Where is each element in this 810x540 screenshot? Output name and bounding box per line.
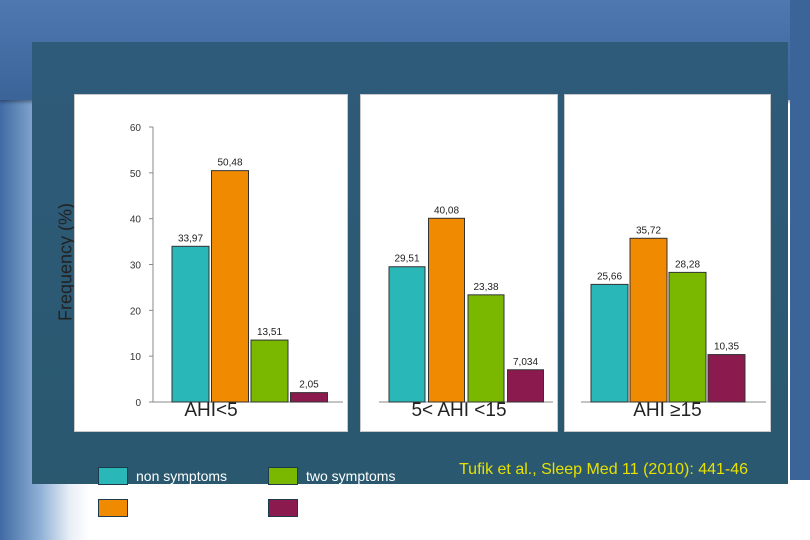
legend-item-one-symptom: one symptom xyxy=(98,498,220,518)
legend-label: two symptoms xyxy=(306,468,396,484)
data-label: 35,72 xyxy=(636,225,661,236)
chart-left-xlabel: AHI<5 xyxy=(184,400,238,421)
legend-swatch-three-symptoms xyxy=(268,499,298,517)
bar-one-symptom xyxy=(428,217,465,403)
chart-middle-xlabel: 5< AHI <15 xyxy=(411,400,507,421)
data-label: 29,51 xyxy=(394,254,419,265)
legend-label: one symptom xyxy=(136,500,221,516)
data-label: 23,38 xyxy=(473,282,498,293)
chart-left-svg: 0 10 20 30 40 50 60 33,97 50,48 13,51 2,05 xyxy=(130,123,343,409)
legend-swatch-one-symptom xyxy=(98,499,128,517)
bar-three-symptoms xyxy=(290,392,328,403)
bar-non-symptoms xyxy=(171,245,210,403)
y-tick-label: 0 xyxy=(135,398,141,409)
data-label: 33,97 xyxy=(178,233,203,244)
bar-two-symptoms xyxy=(668,271,707,403)
data-label: 25,66 xyxy=(597,271,622,282)
data-label: 28,28 xyxy=(675,259,700,270)
legend-item-two-symptoms: two symptoms xyxy=(268,466,395,486)
legend-label: non symptoms xyxy=(136,468,228,484)
chart-middle-svg: 29,51 40,08 23,38 7,034 xyxy=(379,205,553,403)
data-label: 10,35 xyxy=(714,342,739,353)
citation: Tufik et al., Sleep Med 11 (2010): 441-4… xyxy=(459,461,749,478)
data-label: 7,034 xyxy=(513,357,538,368)
bar-three-symptoms xyxy=(507,369,544,403)
chart-ahi-15-plus: 25,66 35,72 28,28 10,35 AHI ≥15 xyxy=(564,94,771,432)
data-label: 50,48 xyxy=(217,158,242,169)
data-label: 2,05 xyxy=(299,380,319,391)
chart-ahi-5-to-15: 29,51 40,08 23,38 7,034 5< AHI <15 xyxy=(360,94,558,432)
bar-three-symptoms xyxy=(707,354,746,403)
legend-label: three symptoms xyxy=(306,500,406,516)
y-tick-label: 10 xyxy=(130,352,142,363)
legend: non symptoms one symptom two symptoms th… xyxy=(98,466,458,526)
bar-non-symptoms xyxy=(388,266,426,403)
chart-ahi-under-5: 0 10 20 30 40 50 60 33,97 50,48 13,51 2,05 AHI<5 xyxy=(74,94,348,432)
data-label: 40,08 xyxy=(434,205,459,216)
bar-one-symptom xyxy=(211,170,249,403)
y-tick-label: 20 xyxy=(130,306,142,317)
y-tick-label: 40 xyxy=(130,215,142,226)
slide-right-band xyxy=(790,0,810,480)
y-tick-label: 60 xyxy=(130,123,142,134)
bar-non-symptoms xyxy=(590,283,629,403)
legend-item-three-symptoms: three symptoms xyxy=(268,498,406,518)
chart-right-svg: 25,66 35,72 28,28 10,35 xyxy=(581,225,766,403)
y-tick-label: 30 xyxy=(130,261,142,272)
figure-area: Frequency (%) 0 10 20 30 40 50 60 33,97 50,48 13,… xyxy=(32,42,788,517)
chart-right-xlabel: AHI ≥15 xyxy=(633,400,702,421)
y-tick-label: 50 xyxy=(130,169,142,180)
bar-two-symptoms xyxy=(250,339,289,403)
data-label: 13,51 xyxy=(257,327,282,338)
legend-item-non-symptoms: non symptoms xyxy=(98,466,227,486)
bar-two-symptoms xyxy=(467,294,505,403)
bar-one-symptom xyxy=(629,237,668,403)
legend-swatch-two-symptoms xyxy=(268,467,298,485)
legend-swatch-non-symptoms xyxy=(98,467,128,485)
